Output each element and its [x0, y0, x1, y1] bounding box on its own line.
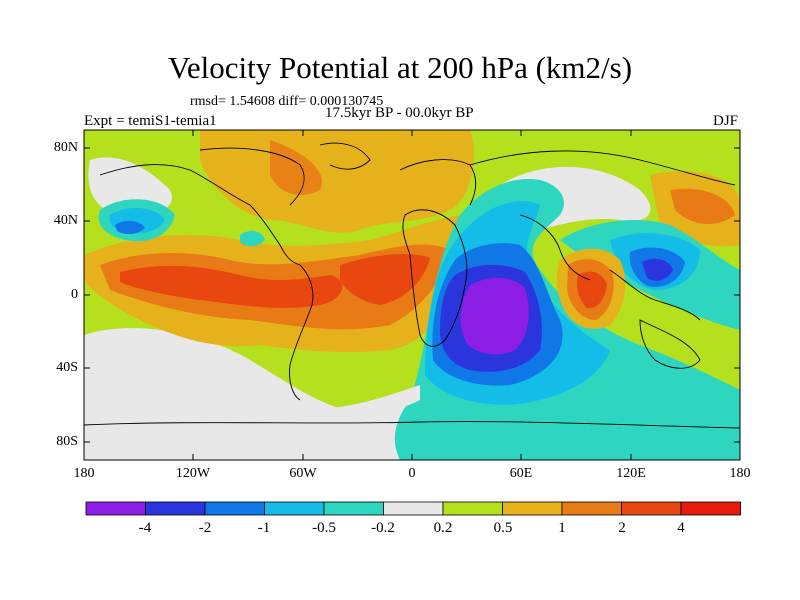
experiment-label: Expt = temiS1-temia1 — [84, 113, 217, 129]
colorbar-label: -1 — [257, 520, 271, 536]
colorbar-label: -2 — [198, 520, 212, 536]
colorbar-swatch — [383, 501, 444, 516]
y-tick-label: 80S — [56, 434, 78, 449]
colorbar-label: -0.5 — [312, 520, 336, 536]
colorbar-label: 1 — [558, 520, 566, 536]
season-label: DJF — [712, 113, 738, 129]
colorbar-swatch — [680, 501, 741, 516]
x-tick-label: 120E — [616, 466, 646, 481]
colorbar-swatch — [264, 501, 325, 516]
colorbar-swatch — [621, 501, 682, 516]
colorbar-swatch — [502, 501, 563, 516]
colorbar-swatch — [323, 501, 384, 516]
x-tick-label: 180 — [729, 466, 751, 481]
map-title: Velocity Potential at 200 hPa (km2/s) — [167, 50, 633, 85]
colorbar — [85, 501, 741, 516]
x-tick-label: 180 — [73, 466, 95, 481]
contour-field — [84, 130, 740, 460]
x-tick-label: 120W — [175, 466, 211, 481]
colorbar-label: -4 — [138, 520, 152, 536]
colorbar-label: 4 — [677, 520, 685, 536]
colorbar-swatch — [204, 501, 265, 516]
x-tick-label: 0 — [408, 466, 416, 481]
y-tick-label: 0 — [71, 287, 78, 302]
colorbar-label: 2 — [618, 520, 626, 536]
colorbar-label: 0.5 — [493, 520, 513, 536]
x-tick-label: 60W — [289, 466, 317, 481]
colorbar-label: -0.2 — [371, 520, 395, 536]
colorbar-swatch — [145, 501, 206, 516]
y-tick-label: 40N — [53, 213, 78, 228]
colorbar-swatch — [561, 501, 622, 516]
stats-text: rmsd= 1.54608 diff= 0.000130745 — [190, 94, 384, 109]
coastlines — [84, 142, 740, 429]
y-tick-label: 40S — [56, 360, 78, 375]
x-tick-label: 60E — [509, 466, 533, 481]
y-tick-label: 80N — [53, 140, 78, 155]
period-text: 17.5kyr BP - 00.0kyr BP — [325, 105, 474, 121]
colorbar-label: 0.2 — [433, 520, 453, 536]
colorbar-swatch — [85, 501, 146, 516]
tick-marks — [83, 130, 741, 460]
colorbar-swatch — [442, 501, 503, 516]
